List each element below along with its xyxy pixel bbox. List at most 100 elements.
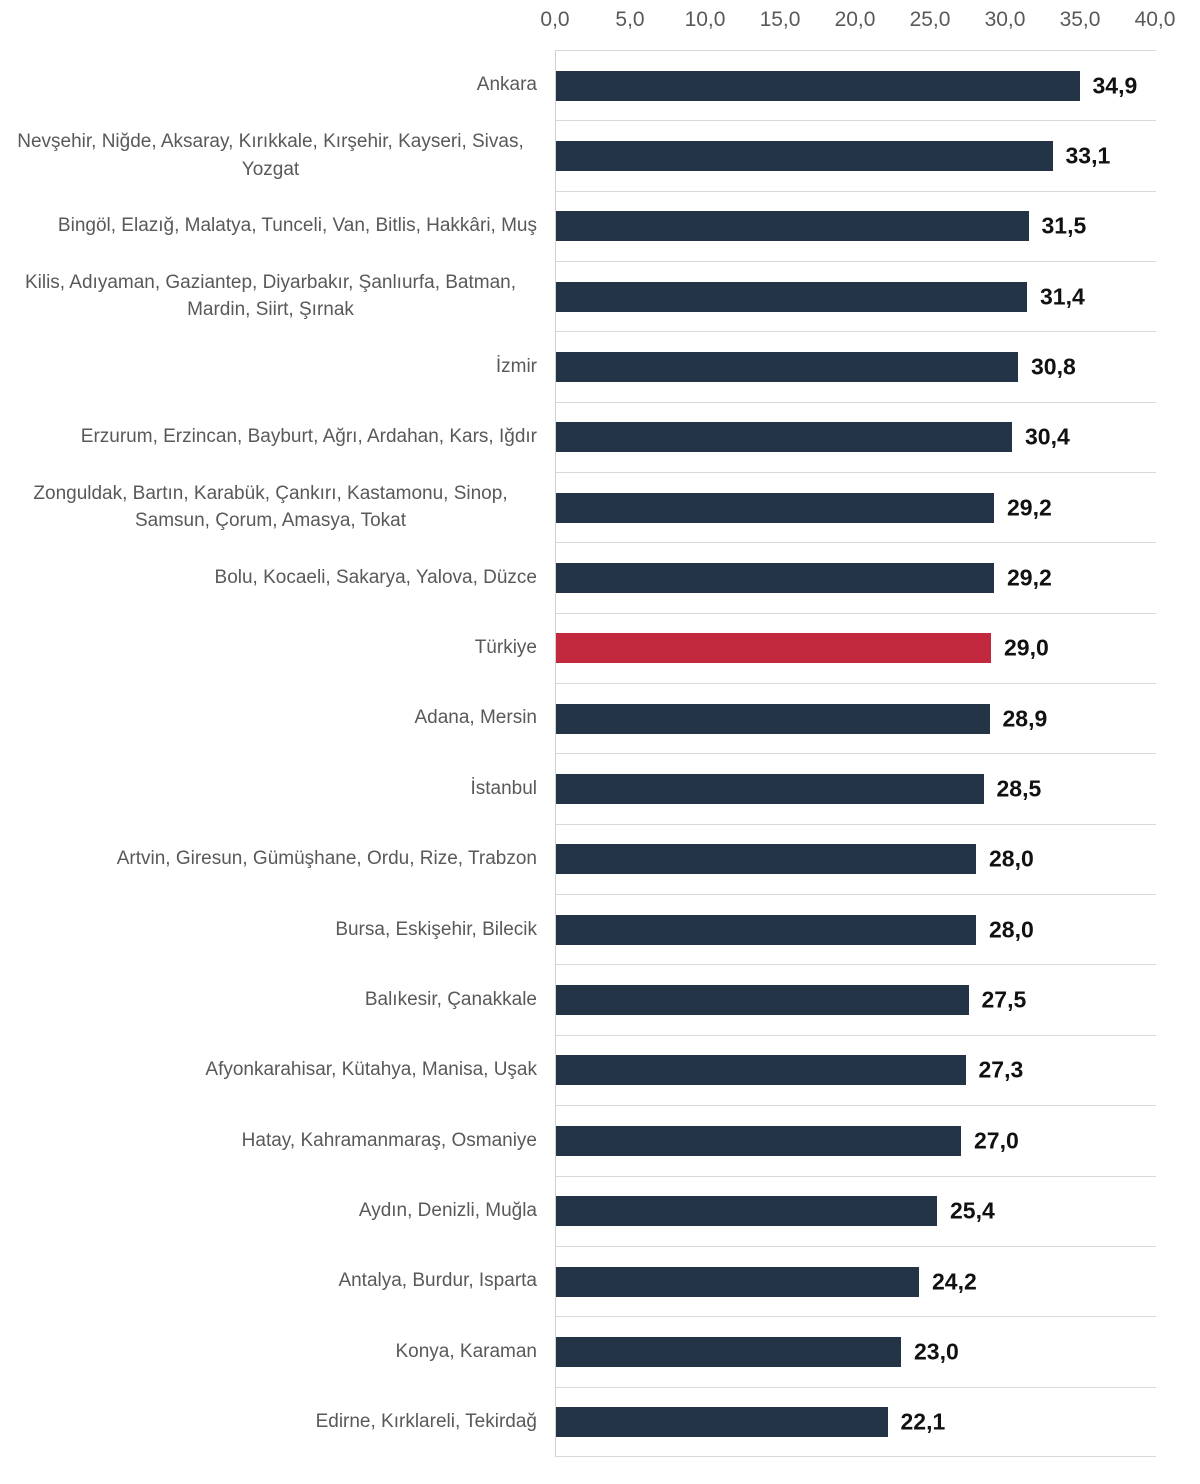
category-label: Afyonkarahisar, Kütahya, Manisa, Uşak (205, 1059, 537, 1081)
category-label-cell: Edirne, Kırklareli, Tekirdağ (0, 1387, 555, 1457)
bar-row: İzmir 30,8 (0, 331, 1200, 402)
bar-track: 28,9 (555, 683, 1156, 754)
category-label-cell: İstanbul (0, 753, 555, 823)
value-label: 25,4 (950, 1197, 995, 1224)
bar-row: Bolu, Kocaeli, Sakarya, Yalova, Düzce 29… (0, 542, 1200, 613)
value-label: 31,5 (1041, 212, 1087, 239)
value-label: 27,3 (978, 1056, 1024, 1083)
bar-track: 28,0 (555, 823, 1156, 895)
x-axis-tick: 25,0 (909, 8, 951, 31)
category-label: Bolu, Kocaeli, Sakarya, Yalova, Düzce (214, 566, 537, 588)
category-label: Türkiye (474, 637, 537, 659)
bar-row: Nevşehir, Niğde, Aksaray, Kırıkkale, Kır… (0, 120, 1200, 191)
bar (556, 1406, 888, 1437)
category-label: Erzurum, Erzincan, Bayburt, Ağrı, Ardaha… (80, 426, 537, 448)
bar-row: Konya, Karaman 23,0 (0, 1316, 1200, 1387)
bar-row: Hatay, Kahramanmaraş, Osmaniye 27,0 (0, 1105, 1200, 1176)
category-label-cell: Afyonkarahisar, Kütahya, Manisa, Uşak (0, 1035, 555, 1105)
category-label: Hatay, Kahramanmaraş, Osmaniye (241, 1129, 537, 1151)
category-label: Kilis, Adıyaman, Gaziantep, Diyarbakır, … (24, 271, 517, 321)
bar-track: 28,5 (555, 753, 1156, 824)
bar-row: Ankara 34,9 (0, 50, 1200, 121)
bar-track: 31,5 (555, 190, 1156, 262)
bar (556, 703, 990, 734)
bar-track: 33,1 (555, 120, 1156, 191)
bar-row: Artvin, Giresun, Gümüşhane, Ordu, Rize, … (0, 823, 1200, 895)
bar (556, 985, 969, 1016)
plot-area: Ankara 34,9 Nevşehir, Niğde, Aksaray, Kı… (0, 50, 1200, 1457)
x-axis-tick: 15,0 (759, 8, 801, 31)
x-axis-tick: 30,0 (984, 8, 1026, 31)
bar (556, 1266, 919, 1297)
value-label: 28,0 (989, 916, 1034, 943)
category-label-cell: Zonguldak, Bartın, Karabük, Çankırı, Kas… (0, 472, 555, 542)
bar-track: 30,8 (555, 331, 1156, 402)
x-axis: 0,0 5,0 10,0 15,0 20,0 25,0 30,0 35,0 40,0 (0, 8, 1200, 36)
value-label: 27,5 (981, 986, 1027, 1013)
bar-track: 30,4 (555, 401, 1156, 473)
bar-track: 24,2 (555, 1245, 1156, 1317)
category-label-cell: Artvin, Giresun, Gümüşhane, Ordu, Rize, … (0, 824, 555, 894)
value-label: 31,4 (1040, 283, 1085, 310)
category-label-cell: Ankara (0, 50, 555, 120)
category-label-cell: Nevşehir, Niğde, Aksaray, Kırıkkale, Kır… (0, 120, 555, 190)
category-label-cell: Bursa, Eskişehir, Bilecik (0, 894, 555, 964)
bar-track: 23,0 (555, 1316, 1156, 1387)
bar-row: Bursa, Eskişehir, Bilecik 28,0 (0, 894, 1200, 965)
category-label: İzmir (495, 355, 537, 377)
bar-row: Adana, Mersin 28,9 (0, 683, 1200, 754)
category-label-cell: Kilis, Adıyaman, Gaziantep, Diyarbakır, … (0, 261, 555, 331)
bar-row: Kilis, Adıyaman, Gaziantep, Diyarbakır, … (0, 261, 1200, 332)
bar-row: Zonguldak, Bartın, Karabük, Çankırı, Kas… (0, 472, 1200, 543)
bar (556, 563, 994, 594)
category-label: Zonguldak, Bartın, Karabük, Çankırı, Kas… (33, 482, 508, 532)
category-label-cell: Bingöl, Elazığ, Malatya, Tunceli, Van, B… (0, 191, 555, 261)
bar (556, 70, 1080, 101)
bar (556, 211, 1029, 242)
category-label-cell: Antalya, Burdur, Isparta (0, 1246, 555, 1316)
category-label-cell: Konya, Karaman (0, 1316, 555, 1386)
bar-row: Erzurum, Erzincan, Bayburt, Ağrı, Ardaha… (0, 401, 1200, 473)
bar (556, 281, 1027, 312)
category-label-cell: Aydın, Denizli, Muğla (0, 1176, 555, 1246)
bar-row: Edirne, Kırklareli, Tekirdağ 22,1 (0, 1386, 1200, 1457)
bar (556, 1125, 961, 1156)
category-label: Edirne, Kırklareli, Tekirdağ (315, 1410, 537, 1432)
category-label-cell: Adana, Mersin (0, 683, 555, 753)
value-label: 29,2 (1007, 494, 1052, 521)
bar (556, 422, 1012, 453)
value-label: 28,9 (1002, 705, 1048, 732)
value-label: 30,8 (1031, 353, 1076, 380)
bar (556, 1196, 937, 1227)
bar-track: 27,5 (555, 964, 1156, 1035)
category-label-cell: Balıkesir, Çanakkale (0, 964, 555, 1034)
value-label: 29,0 (1004, 634, 1049, 661)
value-label: 28,5 (996, 775, 1042, 802)
bar-track: 22,1 (555, 1386, 1156, 1457)
x-axis-tick: 35,0 (1059, 8, 1101, 31)
bar-track: 25,4 (555, 1175, 1156, 1246)
bar-row: Türkiye 29,0 (0, 612, 1200, 684)
bar (556, 1055, 966, 1086)
category-label: İstanbul (470, 777, 537, 799)
bar-row: Afyonkarahisar, Kütahya, Manisa, Uşak 27… (0, 1034, 1200, 1106)
category-label: Adana, Mersin (414, 707, 537, 729)
x-axis-tick: 10,0 (684, 8, 726, 31)
bar-row: Aydın, Denizli, Muğla 25,4 (0, 1175, 1200, 1246)
bar-track: 27,3 (555, 1034, 1156, 1106)
category-label: Antalya, Burdur, Isparta (338, 1270, 537, 1292)
x-axis-tick: 5,0 (615, 8, 645, 31)
category-label: Ankara (476, 74, 537, 96)
value-label: 34,9 (1092, 72, 1138, 99)
bar (556, 492, 994, 523)
value-label: 30,4 (1025, 423, 1070, 450)
value-label: 24,2 (932, 1268, 977, 1295)
bar-track: 29,2 (555, 472, 1156, 543)
bar-row: İstanbul 28,5 (0, 753, 1200, 824)
category-label: Bursa, Eskişehir, Bilecik (335, 918, 537, 940)
bar-track: 28,0 (555, 894, 1156, 965)
bar-track: 29,2 (555, 542, 1156, 613)
bar-track: 34,9 (555, 50, 1156, 121)
bar (556, 844, 976, 875)
bar (556, 141, 1053, 172)
